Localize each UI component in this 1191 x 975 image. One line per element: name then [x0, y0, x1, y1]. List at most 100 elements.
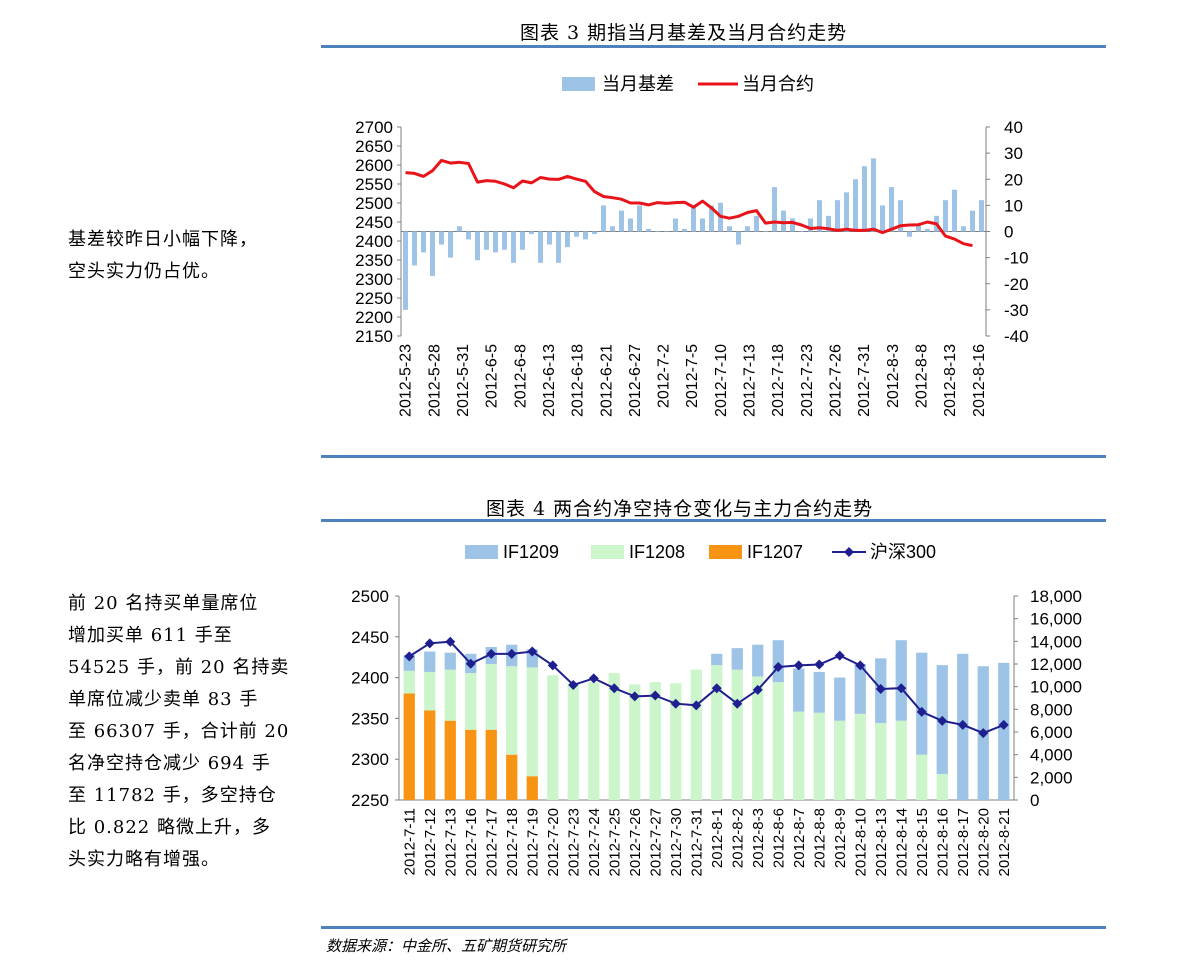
x-tick-label: 2012-7-19 — [525, 808, 542, 876]
left-tick-label: 2150 — [355, 327, 393, 346]
figure4-note: 前 20 名持买单量席位 增加买单 611 手至 54525 手，前 20 名持… — [68, 588, 289, 876]
if1208-bar — [465, 673, 477, 730]
x-tick-label: 2012-7-13 — [443, 808, 460, 876]
if1207-bar — [465, 729, 477, 800]
figure4-note-line: 单席位减少卖单 83 手 — [68, 689, 259, 710]
basis-bar — [817, 200, 822, 232]
basis-bar — [979, 200, 984, 232]
if1208-bar — [813, 712, 825, 800]
figure4-note-line: 至 66307 手，合计前 20 — [68, 721, 290, 742]
if1209-bar — [998, 662, 1010, 800]
basis-bar — [709, 205, 714, 232]
x-tick-label: 2012-7-26 — [627, 808, 644, 876]
x-tick-label: 2012-6-21 — [598, 344, 615, 417]
hs300-point — [691, 700, 702, 711]
left-tick-label: 2350 — [351, 709, 389, 728]
figure4-note-line: 名净空持仓减少 694 手 — [68, 753, 271, 774]
hs300-point — [527, 646, 538, 657]
left-tick-label: 2650 — [355, 137, 393, 156]
if1208-bar — [403, 670, 415, 694]
if1208-bar — [608, 673, 620, 800]
if1207-bar — [424, 710, 436, 800]
left-tick-label: 2200 — [355, 308, 393, 327]
right-tick-label: 10 — [1004, 196, 1023, 215]
figure3-bottom-rule — [321, 455, 1106, 458]
if1208-bar — [834, 720, 846, 800]
if1208-bar — [731, 669, 743, 800]
basis-bar — [412, 231, 417, 266]
right-tick-label: 0 — [1004, 223, 1013, 242]
figure3-note-line: 空头实力仍占优。 — [68, 261, 220, 282]
x-tick-label: 2012-7-5 — [684, 344, 701, 408]
right-tick-label: -40 — [1004, 327, 1029, 346]
if1208-bar — [670, 683, 682, 800]
if1208-bar — [547, 675, 559, 800]
left-tick-label: 2700 — [355, 118, 393, 137]
if1209-bar — [813, 671, 825, 713]
right-tick-label: 8,000 — [1030, 700, 1073, 719]
x-tick-label: 2012-5-31 — [455, 344, 472, 417]
x-tick-label: 2012-7-12 — [422, 808, 439, 876]
x-tick-label: 2012-8-14 — [894, 808, 911, 876]
right-tick-label: 2,000 — [1030, 768, 1073, 787]
basis-bar — [448, 231, 453, 258]
basis-chart: 2150220022502300235024002450250025502600… — [355, 74, 1029, 417]
x-tick-label: 2012-8-3 — [750, 808, 767, 868]
if1207-bar — [485, 729, 497, 800]
hs300-point — [814, 659, 825, 670]
hs300-point — [752, 684, 763, 695]
if1208-bar — [567, 683, 579, 800]
hs300-line — [408, 640, 1005, 735]
basis-bar — [799, 231, 804, 232]
x-tick-label: 2012-7-11 — [402, 808, 419, 875]
legend-label-contract: 当月合约 — [742, 74, 814, 94]
basis-bar — [862, 166, 867, 232]
x-tick-label: 2012-6-18 — [570, 344, 587, 417]
x-tick-label: 2012-6-8 — [512, 344, 529, 408]
x-tick-label: 2012-8-8 — [812, 808, 829, 868]
figure3-note: 基差较昨日小幅下降， 空头实力仍占优。 — [68, 224, 258, 288]
basis-bar — [844, 192, 849, 232]
basis-bar — [403, 231, 408, 310]
figure4-note-line: 比 0.822 略微上升，多 — [68, 817, 271, 838]
basis-bar — [781, 210, 786, 232]
hs300-point — [896, 683, 907, 694]
basis-bar — [439, 231, 444, 245]
basis-bar — [547, 231, 552, 245]
left-tick-label: 2500 — [351, 587, 389, 606]
x-tick-label: 2012-7-16 — [463, 808, 480, 876]
if1208-bar — [690, 669, 702, 800]
x-tick-label: 2012-7-25 — [607, 808, 624, 876]
x-tick-label: 2012-7-23 — [799, 344, 816, 417]
basis-bar — [475, 231, 480, 261]
basis-bar — [691, 205, 696, 232]
if1209-bar — [834, 677, 846, 721]
basis-bar — [943, 200, 948, 232]
figure4-title: 图表 4 两合约净空持仓变化与主力合约走势 — [486, 498, 874, 520]
left-tick-label: 2450 — [355, 213, 393, 232]
basis-bar — [952, 189, 957, 232]
basis-bar — [745, 226, 750, 232]
basis-bar — [493, 231, 498, 253]
hs300-point — [937, 715, 948, 726]
legend-label-basis: 当月基差 — [602, 74, 674, 94]
right-tick-label: 4,000 — [1030, 746, 1073, 765]
x-tick-label: 2012-8-10 — [853, 808, 870, 876]
x-tick-label: 2012-7-20 — [545, 808, 562, 876]
x-tick-label: 2012-8-6 — [771, 808, 788, 868]
hs300-point — [711, 683, 722, 694]
basis-bar — [880, 205, 885, 232]
legend-label-if1208: IF1208 — [629, 542, 685, 562]
figure4-bottom-rule — [321, 926, 1106, 929]
source-note: 数据来源：中金所、五矿期货研究所 — [326, 937, 567, 955]
x-tick-label: 2012-7-2 — [656, 344, 673, 408]
if1207-bar — [506, 754, 518, 800]
if1208-bar — [916, 754, 928, 800]
basis-bar — [430, 231, 435, 276]
basis-bar — [628, 218, 633, 232]
basis-bar — [484, 231, 489, 250]
left-tick-label: 2450 — [351, 628, 389, 647]
basis-bar — [646, 228, 651, 232]
hs300-point — [957, 719, 968, 730]
